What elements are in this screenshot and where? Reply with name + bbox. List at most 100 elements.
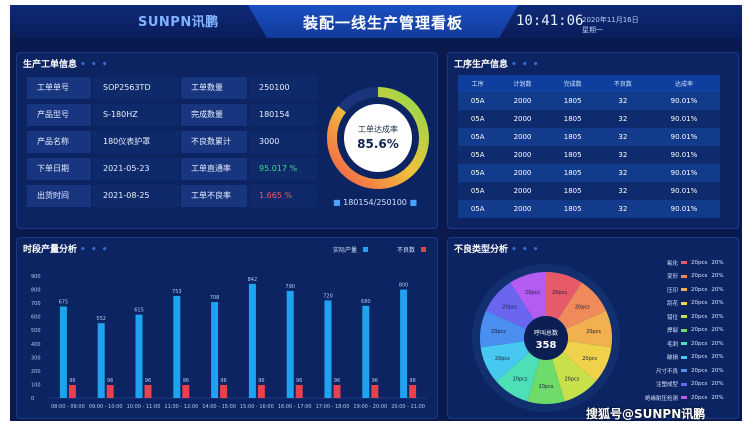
pie-slice-label: 20pcs bbox=[539, 384, 554, 390]
table-cell: 05A bbox=[458, 182, 498, 200]
legend-item-name: 破損 bbox=[666, 355, 678, 362]
panel-title: 生产工单信息 • • • bbox=[23, 57, 109, 70]
table-cell: 32 bbox=[597, 128, 648, 146]
legend-item-percent: 20% bbox=[711, 327, 724, 334]
x-tick-label: 19:00 - 20:00 bbox=[353, 404, 387, 410]
title-dots: • • • bbox=[511, 245, 540, 255]
legend-output-swatch bbox=[362, 247, 368, 252]
panel-title-text: 时段产量分析 bbox=[23, 245, 78, 255]
defect-value-label: 96 bbox=[334, 378, 340, 384]
pie-center-value: 358 bbox=[536, 340, 557, 351]
order-info-panel: 生产工单信息 • • • 工单单号 SOP2563TD 工单数量 250100 产品型号 S… bbox=[16, 52, 438, 229]
legend-item: 错位 20pcs 20% bbox=[634, 310, 734, 324]
legend-item-count: 20pcs bbox=[691, 367, 708, 374]
title-plate bbox=[248, 5, 518, 38]
pie-slice-label: 20pcs bbox=[586, 329, 601, 335]
legend-item-percent: 20% bbox=[711, 354, 724, 361]
pie-slice bbox=[552, 352, 596, 402]
info-value: 2021-05-23 bbox=[93, 158, 179, 180]
legend-swatch bbox=[681, 288, 687, 292]
info-label: 工单单号 bbox=[27, 77, 91, 99]
table-cell: 1805 bbox=[547, 110, 598, 128]
pie-slice-label: 20pcs bbox=[525, 290, 540, 296]
table-cell: 32 bbox=[597, 92, 648, 110]
pie-slice-label: 20pcs bbox=[582, 356, 597, 362]
output-value-label: 708 bbox=[210, 295, 220, 301]
pie-slice bbox=[557, 282, 607, 329]
legend-item: 注塑成型 20pcs 20% bbox=[634, 378, 734, 392]
legend-item-percent: 20% bbox=[711, 259, 724, 266]
info-label: 不良数累计 bbox=[181, 131, 247, 153]
info-label: 产品型号 bbox=[27, 104, 91, 126]
defect-bar bbox=[295, 384, 303, 398]
table-row: 05A 2000 1805 32 90.01% bbox=[458, 146, 720, 164]
info-label: 工单不良率 bbox=[181, 185, 247, 207]
table-cell: 1805 bbox=[547, 182, 598, 200]
column-header: 达成率 bbox=[647, 75, 720, 92]
panel-title-text: 不良类型分析 bbox=[454, 245, 509, 255]
panel-title-text: 工序生产信息 bbox=[454, 60, 509, 70]
legend-item-count: 20pcs bbox=[691, 273, 708, 280]
x-tick-label: 20:00 - 21:00 bbox=[391, 404, 425, 410]
info-value: SOP2563TD bbox=[93, 77, 179, 99]
legend-swatch bbox=[681, 355, 687, 359]
legend-item-name: 压印 bbox=[666, 287, 678, 294]
info-label: 工单直通率 bbox=[181, 158, 247, 180]
info-label: 下单日期 bbox=[27, 158, 91, 180]
legend-item-count: 20pcs bbox=[691, 327, 708, 334]
column-header: 计划数 bbox=[497, 75, 548, 92]
title-dots: • • • bbox=[511, 60, 540, 70]
defect-type-panel: 不良类型分析 • • • 20pcs 20pcs 20pcs 20pcs 20pcs 20p… bbox=[447, 237, 739, 419]
table-cell: 1805 bbox=[547, 128, 598, 146]
gauge-center bbox=[344, 104, 412, 172]
legend-item-count: 20pcs bbox=[691, 286, 708, 293]
pie-slice-label: 20pcs bbox=[513, 376, 528, 382]
hourly-output-panel: 时段产量分析 • • • 实际产量 不良数 0 100 200 300 400 500 600… bbox=[16, 237, 438, 419]
column-header: 不良数 bbox=[597, 75, 648, 92]
x-tick-label: 17:00 - 18:00 bbox=[316, 404, 350, 410]
defect-value-label: 96 bbox=[145, 378, 151, 384]
x-tick-label: 16:00 - 17:00 bbox=[278, 404, 312, 410]
output-bar bbox=[97, 323, 105, 398]
defect-bar bbox=[257, 384, 265, 398]
info-label: 出货时间 bbox=[27, 185, 91, 207]
table-cell: 2000 bbox=[497, 110, 548, 128]
x-tick-label: 10:00 - 11:00 bbox=[127, 404, 161, 410]
legend-swatch bbox=[681, 342, 687, 346]
x-tick-label: 14:00 - 15:00 bbox=[202, 404, 236, 410]
legend-item: 绝缘耐压检测 20pcs 20% bbox=[634, 391, 734, 405]
output-bar bbox=[173, 295, 181, 398]
table-cell: 1805 bbox=[547, 164, 598, 182]
defect-bar bbox=[371, 384, 379, 398]
output-value-label: 842 bbox=[248, 277, 258, 283]
table-body: 05A 2000 1805 32 90.01% 05A 2000 1805 32 90.01% 05… bbox=[458, 92, 720, 218]
defect-bar bbox=[68, 384, 76, 398]
legend-swatch bbox=[681, 261, 687, 265]
legend-swatch bbox=[681, 328, 687, 332]
legend-item-count: 20pcs bbox=[691, 259, 708, 266]
table-cell: 05A bbox=[458, 146, 498, 164]
legend-item-name: 刮花 bbox=[666, 301, 678, 308]
defect-bar bbox=[106, 384, 114, 398]
table-row: 05A 2000 1805 32 90.01% bbox=[458, 200, 720, 218]
output-bar bbox=[248, 283, 256, 398]
panel-title: 时段产量分析 • • • bbox=[23, 242, 109, 255]
process-table: 工序 计划数 完成数 不良数 达成率 05A 2000 1805 32 90.01% 05A 200… bbox=[458, 75, 720, 218]
info-value: 1.665 % bbox=[249, 185, 317, 207]
weekday-text: 星期一 bbox=[582, 26, 603, 34]
output-value-label: 753 bbox=[172, 289, 182, 295]
pie-slice-label: 20pcs bbox=[575, 305, 590, 311]
legend-item-percent: 20% bbox=[711, 367, 724, 374]
legend-item-count: 20pcs bbox=[691, 300, 708, 307]
output-value-label: 800 bbox=[399, 283, 409, 289]
legend-item-name: 尺寸不良 bbox=[655, 368, 678, 375]
legend-item: 氧化 20pcs 20% bbox=[634, 256, 734, 270]
legend-swatch bbox=[681, 369, 687, 373]
pie-slice bbox=[510, 272, 546, 320]
output-bar bbox=[400, 289, 408, 398]
table-cell: 90.01% bbox=[647, 182, 720, 200]
defect-bar bbox=[182, 384, 190, 398]
output-bar bbox=[286, 290, 294, 398]
y-tick-label: 700 bbox=[31, 301, 41, 307]
legend-item-percent: 20% bbox=[711, 394, 724, 401]
